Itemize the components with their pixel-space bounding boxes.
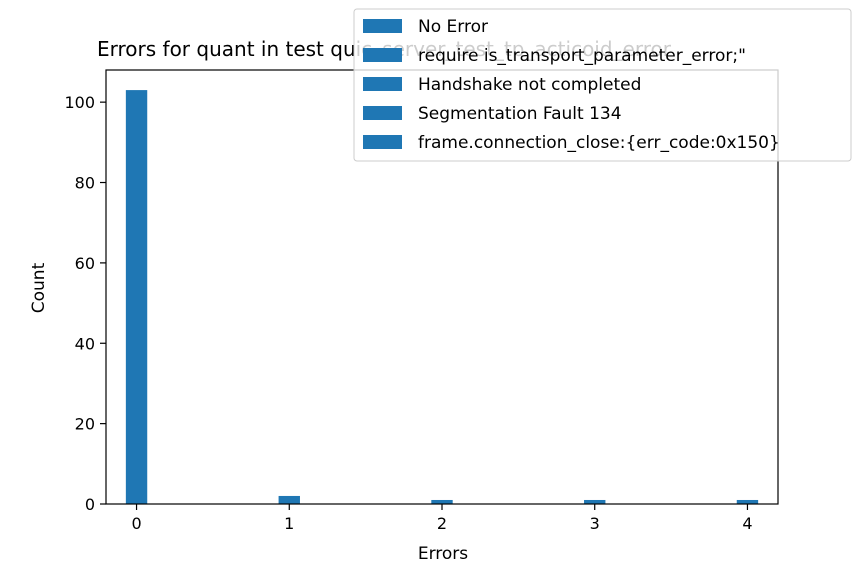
y-tick-label-60: 60 [75, 254, 95, 273]
x-tick-label-3: 3 [590, 514, 600, 533]
y-tick-label-80: 80 [75, 174, 95, 193]
y-tick-label-100: 100 [64, 93, 95, 112]
bars-group [125, 90, 759, 504]
legend-swatch-4 [363, 135, 402, 149]
legend-swatch-1 [363, 48, 402, 62]
y-axis-label: Count [29, 262, 49, 313]
legend-swatch-3 [363, 106, 402, 120]
bar-4 [736, 499, 759, 504]
bar-2 [431, 499, 453, 504]
x-axis-label: Errors [418, 544, 468, 564]
x-tick-label-4: 4 [742, 514, 752, 533]
x-tick-label-0: 0 [131, 514, 141, 533]
y-axis-ticks: 0 20 40 60 80 100 [64, 93, 106, 514]
x-axis-ticks: 0 1 2 3 4 [131, 504, 753, 533]
legend-label-1: require is_transport_parameter_error;" [418, 46, 746, 66]
y-tick-label-20: 20 [75, 415, 95, 434]
bar-0 [125, 90, 148, 504]
x-tick-label-1: 1 [284, 514, 294, 533]
legend-frame [353, 8, 852, 162]
bar-1 [278, 495, 300, 504]
legend-label-2: Handshake not completed [418, 75, 641, 95]
legend-label-4: frame.connection_close:{err_code:0x150} [418, 133, 780, 153]
y-tick-label-40: 40 [75, 334, 95, 353]
bar-3 [584, 499, 606, 504]
y-tick-label-0: 0 [85, 495, 95, 514]
legend: No Error require is_transport_parameter_e… [353, 8, 852, 162]
legend-swatch-0 [363, 19, 402, 33]
x-tick-label-2: 2 [437, 514, 447, 533]
legend-label-3: Segmentation Fault 134 [418, 104, 622, 124]
legend-swatch-2 [363, 77, 402, 91]
legend-label-0: No Error [418, 17, 488, 37]
